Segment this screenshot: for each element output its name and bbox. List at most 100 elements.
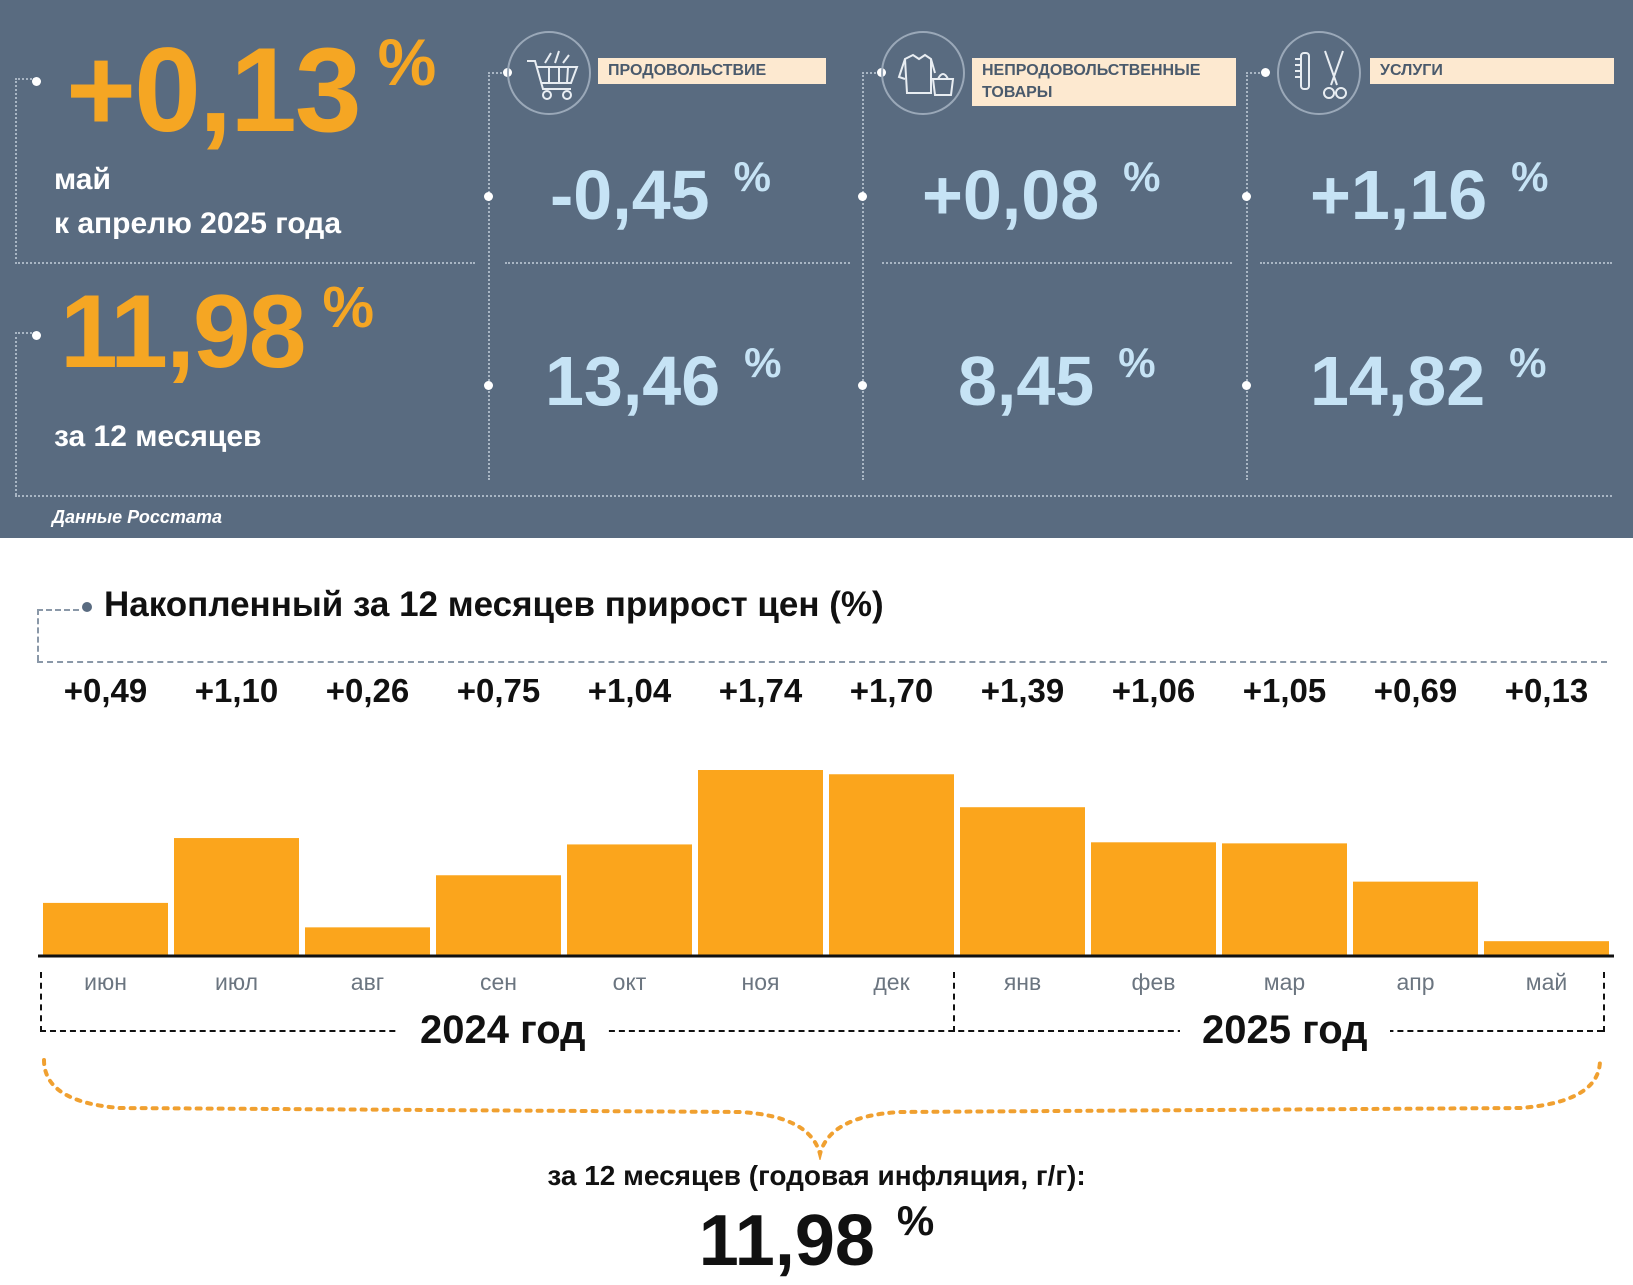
year-bracket-line [40, 1030, 1603, 1032]
monthly-unit: % [377, 25, 437, 99]
bar-июл [174, 838, 299, 955]
bullet-dot [484, 381, 493, 390]
shopping-cart-icon [507, 31, 591, 115]
bullet-dot [1242, 381, 1251, 390]
services-monthly-value: +1,16% [1310, 156, 1548, 231]
nonfood-annual-value: 8,45% [958, 342, 1156, 417]
bullet-dot [484, 192, 493, 201]
category-label-nonfood-text: НЕПРОДОВОЛЬСТВЕННЫЕ ТОВАРЫ [982, 62, 1201, 101]
value-label-дек: +1,70 [850, 672, 934, 709]
annual-inflation-value: 11,98% [60, 279, 374, 385]
year-bracket-left [40, 972, 42, 1032]
month-label-авг: авг [351, 969, 384, 995]
bar-ноя [698, 770, 823, 955]
annual-value: 11,98 [60, 274, 307, 390]
frame-line [488, 72, 490, 480]
year-bracket-right [1603, 972, 1605, 1032]
food-monthly-value: -0,45% [550, 156, 771, 231]
value-unit: % [744, 339, 782, 386]
category-label-services: УСЛУГИ [1370, 58, 1614, 84]
bar-янв [960, 807, 1085, 955]
monthly-label: май к апрелю 2025 года [54, 158, 341, 246]
year-label-2024: 2024 год [398, 1008, 608, 1052]
month-label-янв: янв [1004, 969, 1041, 995]
value-label-авг: +0,26 [326, 672, 410, 709]
brace-connector [42, 1058, 1602, 1160]
month-label-фев: фев [1132, 969, 1176, 995]
frame-line [862, 72, 876, 74]
bar-сен [436, 875, 561, 955]
bar-дек [829, 774, 954, 955]
value-label-ноя: +1,74 [719, 672, 803, 709]
bullet-dot [858, 381, 867, 390]
frame-line [15, 78, 17, 259]
value-label-фев: +1,06 [1112, 672, 1196, 709]
comb-scissors-icon [1277, 31, 1361, 115]
value-label-апр: +0,69 [1374, 672, 1458, 709]
chart-frame-line [37, 661, 1607, 663]
frame-line [15, 332, 17, 495]
bullet-dot [858, 192, 867, 201]
category-label-food: ПРОДОВОЛЬСТВИЕ [598, 58, 826, 84]
month-label-апр: апр [1396, 969, 1434, 995]
frame-line [15, 262, 475, 264]
services-annual-value: 14,82% [1310, 342, 1547, 417]
bar-май [1484, 941, 1609, 955]
annual-label: за 12 месяцев [54, 420, 262, 453]
value-label-сен: +0,75 [457, 672, 541, 709]
clothes-bag-icon [881, 31, 965, 115]
frame-line [15, 78, 35, 80]
data-source: Данные Росстата [52, 507, 222, 527]
frame-line [505, 262, 850, 264]
value-label-июл: +1,10 [195, 672, 279, 709]
month-label-окт: окт [613, 969, 647, 995]
value-number: 8,45 [958, 342, 1095, 420]
value-label-янв: +1,39 [981, 672, 1065, 709]
bar-авг [305, 927, 430, 955]
value-label-май: +0,13 [1505, 672, 1589, 709]
title-bullet-dot [82, 602, 92, 612]
value-label-окт: +1,04 [588, 672, 672, 709]
annual-total-unit: % [896, 1197, 935, 1244]
monthly-value: +0,13 [66, 23, 362, 157]
inflation-summary-panel: +0,13% май к апрелю 2025 года 11,98% за … [0, 0, 1633, 538]
monthly-label-line2: к апрелю 2025 года [54, 207, 342, 240]
frame-line [882, 262, 1232, 264]
value-unit: % [1123, 153, 1161, 200]
frame-line [1246, 72, 1248, 480]
annual-unit: % [322, 275, 375, 340]
value-number: +0,08 [922, 156, 1100, 234]
value-label-мар: +1,05 [1243, 672, 1327, 709]
month-label-мар: мар [1264, 969, 1305, 995]
food-annual-value: 13,46% [545, 342, 782, 417]
nonfood-monthly-value: +0,08% [922, 156, 1160, 231]
value-number: -0,45 [550, 156, 710, 234]
year-bracket-middle [953, 972, 955, 1032]
bar-мар [1222, 843, 1347, 955]
bar-апр [1353, 881, 1478, 955]
chart-frame-line [37, 609, 39, 661]
annual-total-value: 11,98% [0, 1200, 1633, 1278]
month-label-сен: сен [480, 969, 517, 995]
frame-line [15, 332, 35, 334]
month-label-июн: июн [84, 969, 127, 995]
category-label-nonfood: НЕПРОДОВОЛЬСТВЕННЫЕ ТОВАРЫ [972, 58, 1236, 106]
value-unit: % [1511, 153, 1549, 200]
annual-total-number: 11,98 [698, 1201, 875, 1281]
month-label-дек: дек [873, 969, 910, 995]
month-label-май: май [1526, 969, 1567, 995]
bar-chart: +0,49 июн +1,10 июл +0,26 авг +0,75 сен +1,04 окт… [38, 672, 1614, 995]
bullet-dot [32, 331, 41, 340]
chart-frame-line [37, 609, 79, 611]
monthly-label-line1: май [54, 163, 111, 196]
annual-total-caption: за 12 месяцев (годовая инфляция, г/г): [547, 1160, 1086, 1191]
frame-line [1246, 72, 1260, 74]
value-unit: % [1118, 339, 1156, 386]
month-label-ноя: ноя [742, 969, 780, 995]
chart-title: Накопленный за 12 месяцев прирост цен (%… [104, 585, 884, 624]
frame-line [488, 72, 502, 74]
frame-line [15, 495, 1612, 497]
bar-июн [43, 902, 168, 955]
value-unit: % [1509, 339, 1547, 386]
value-number: 14,82 [1310, 342, 1486, 420]
